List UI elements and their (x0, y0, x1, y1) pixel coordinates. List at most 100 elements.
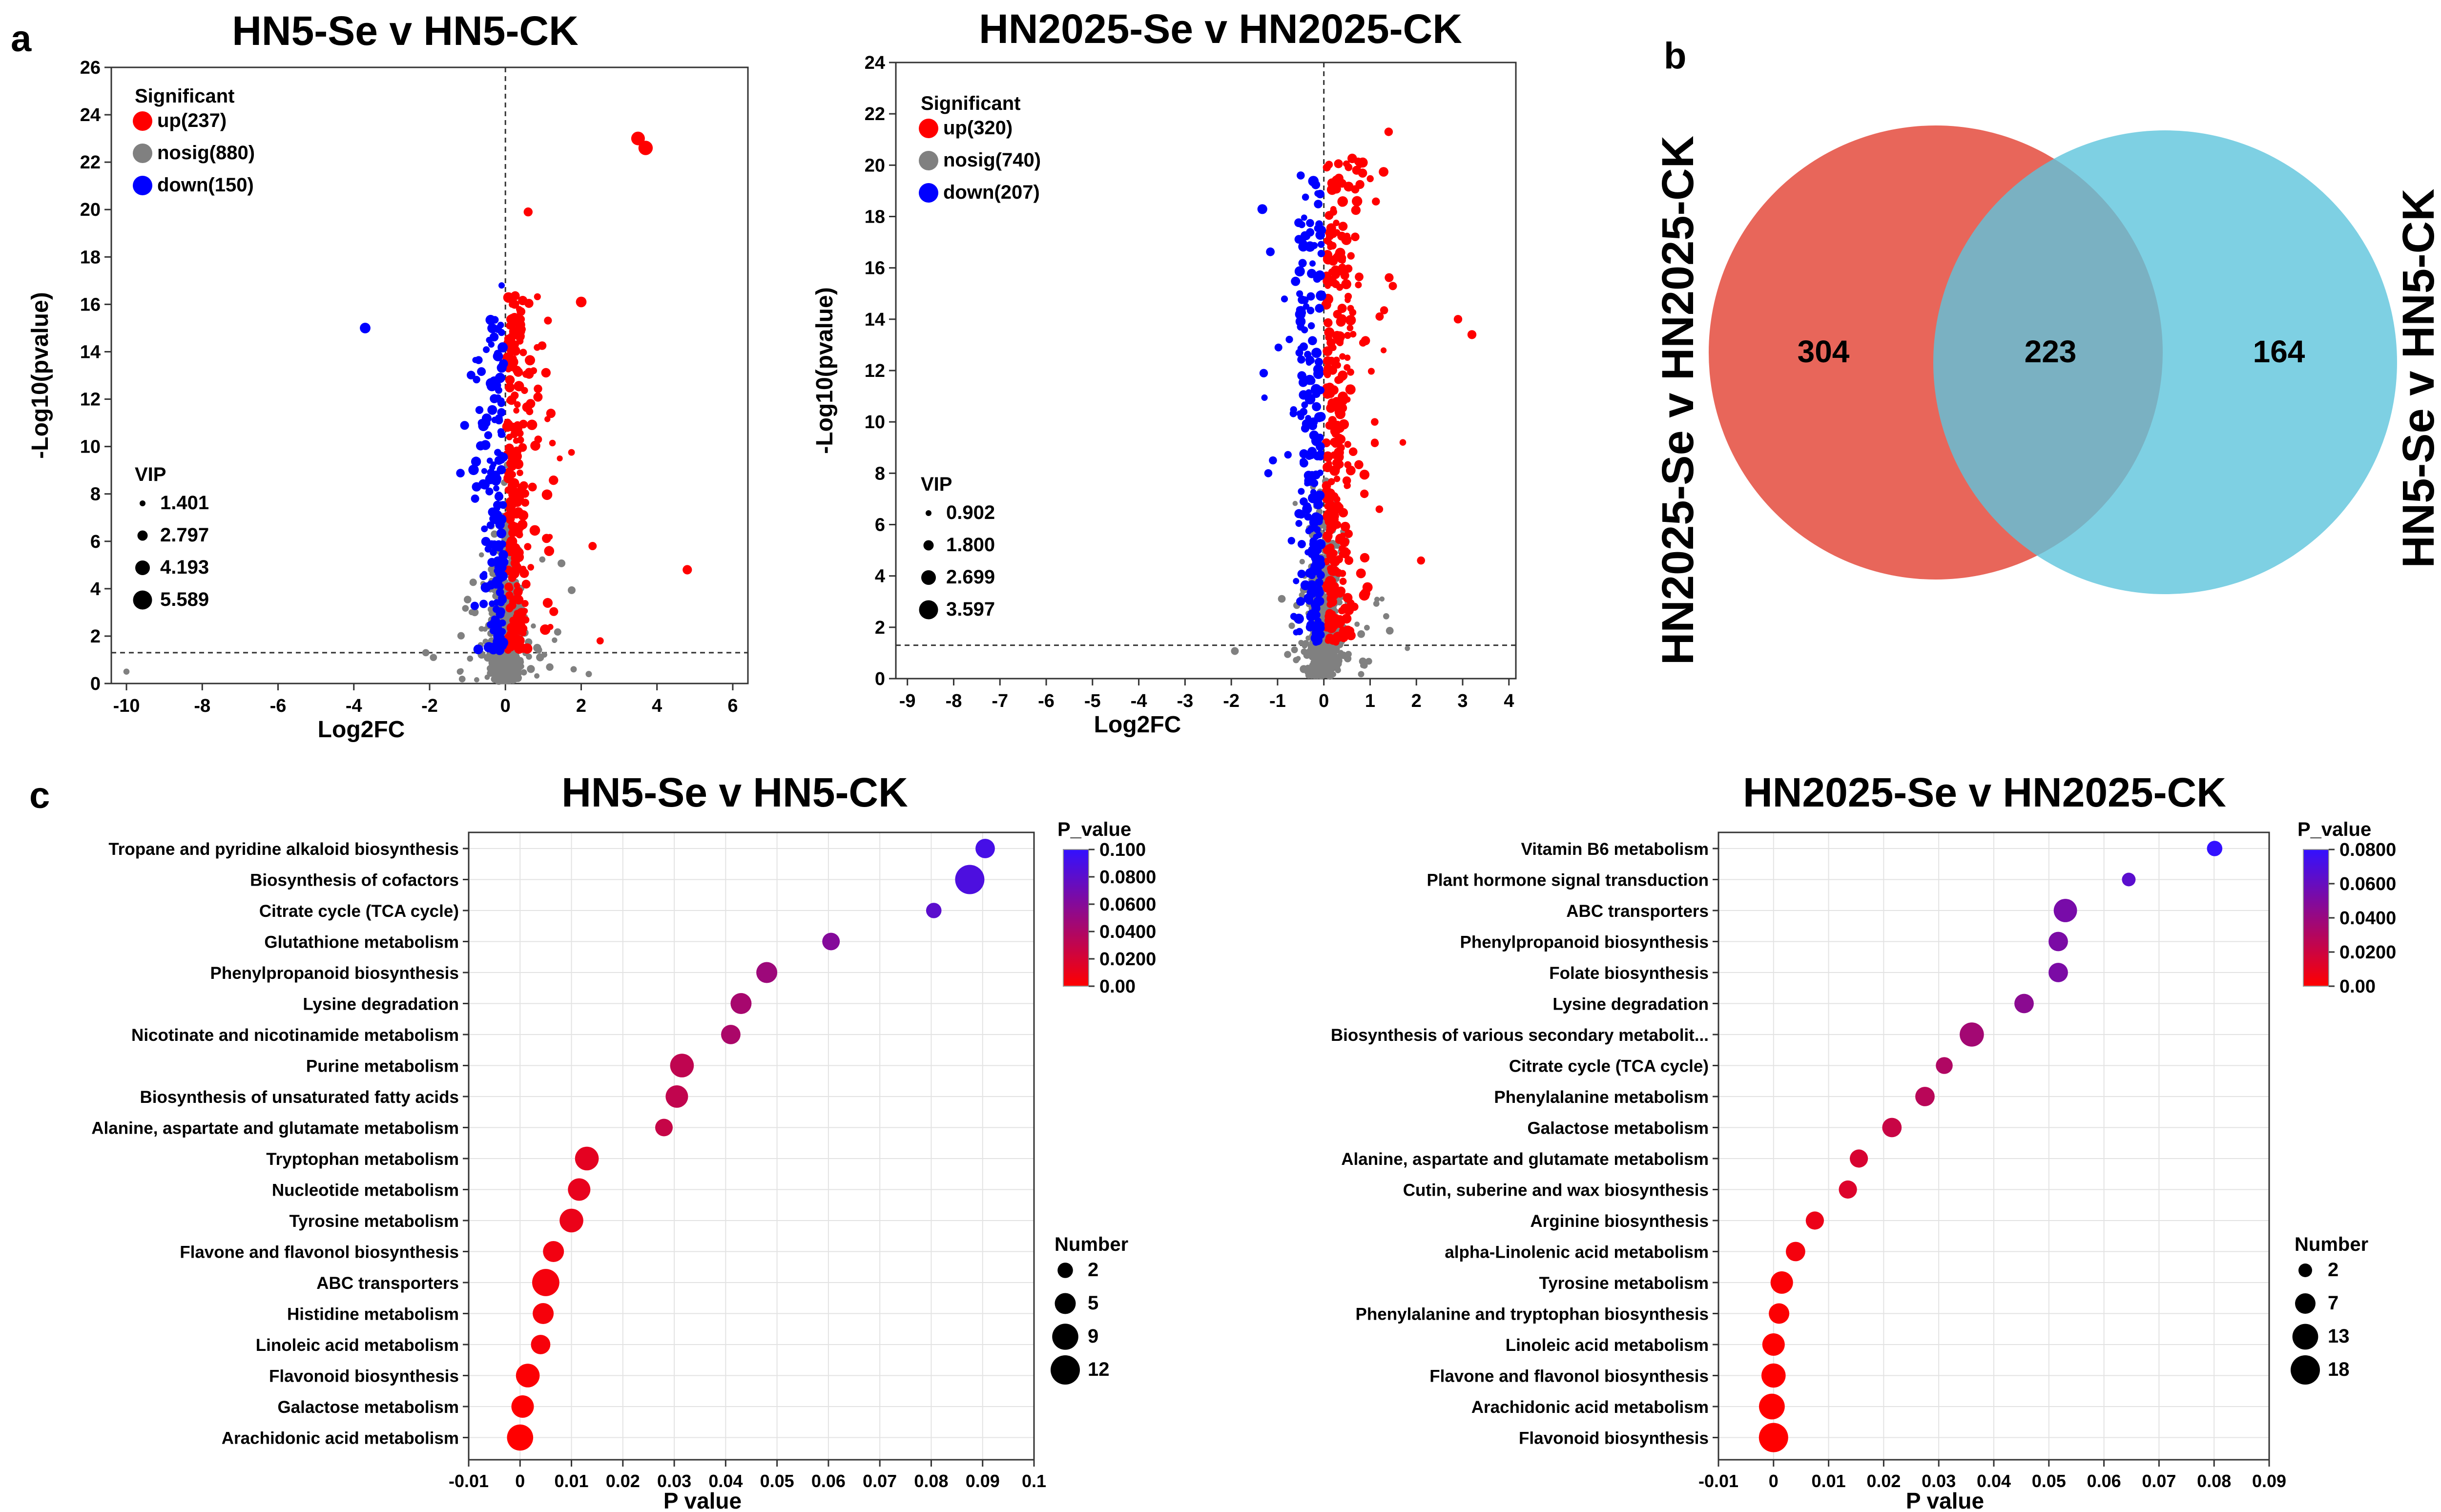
data-point-up (1366, 175, 1374, 183)
data-point-down (484, 431, 493, 439)
pathway-label: Galactose metabolism (277, 1398, 459, 1417)
y-tick-label: 14 (80, 342, 101, 362)
data-point-down (494, 492, 504, 501)
data-point-up (1372, 197, 1380, 206)
pathway-label: Biosynthesis of various secondary metabo… (1331, 1026, 1709, 1045)
pathway-label: Linoleic acid metabolism (256, 1336, 459, 1355)
data-point-nosig (1322, 655, 1328, 661)
data-point-down (467, 371, 476, 380)
legend-marker-up (919, 119, 938, 138)
x-tick-label: 0.02 (1866, 1471, 1901, 1491)
legend-label-down: down(150) (157, 174, 254, 196)
data-point-up (1341, 279, 1351, 290)
y-tick-label: 22 (80, 152, 101, 173)
data-point-nosig (534, 673, 540, 679)
size-legend-marker (2298, 1263, 2312, 1277)
data-point-up (521, 498, 530, 507)
x-axis-label: P value (1906, 1488, 1984, 1512)
pathway-label: Nicotinate and nicotinamide metabolism (131, 1026, 459, 1045)
data-point-down (1300, 458, 1308, 468)
pathway-bubble (1882, 1118, 1902, 1138)
data-point-up (1322, 249, 1333, 260)
pathway-label: Glutathione metabolism (264, 933, 459, 952)
pathway-bubble (2207, 841, 2223, 856)
data-point-up (1339, 578, 1347, 585)
pathway-label: Linoleic acid metabolism (1506, 1336, 1709, 1355)
data-point-down (1307, 550, 1316, 559)
pathway-bubble (2053, 899, 2077, 922)
data-point-down (498, 619, 506, 627)
data-point-up (1360, 588, 1370, 599)
data-point-nosig (1317, 656, 1324, 663)
x-tick-label: 0.09 (2252, 1471, 2286, 1491)
x-tick-label: -0.01 (1698, 1471, 1738, 1491)
data-point-up (519, 349, 527, 356)
data-point-nosig (1291, 646, 1298, 653)
data-point-up (1323, 462, 1333, 473)
data-point-up (518, 296, 528, 306)
colorbar (1063, 849, 1089, 987)
data-point-nosig (558, 559, 566, 567)
y-tick-label: 12 (865, 361, 885, 381)
pathway-label: Arginine biosynthesis (1530, 1212, 1709, 1231)
data-point-down (1316, 571, 1325, 580)
data-point-down (489, 600, 496, 607)
pathway-label: Tryptophan metabolism (266, 1150, 459, 1169)
data-point-up (1334, 159, 1343, 168)
y-tick-label: 18 (80, 247, 101, 268)
data-point-nosig (535, 646, 542, 654)
data-point-down (1300, 497, 1308, 506)
data-point-down (1316, 555, 1325, 563)
data-point-down (493, 351, 503, 362)
data-point-down (456, 469, 465, 477)
data-point-up (1339, 419, 1349, 430)
pathway-bubble (1960, 1022, 1984, 1047)
data-point-up (525, 368, 534, 376)
pathway-label: Citrate cycle (TCA cycle) (259, 902, 459, 921)
data-point-up (511, 488, 522, 498)
y-tick-label: 2 (90, 626, 101, 647)
pathway-bubble (1850, 1149, 1868, 1168)
pathway-label: Flavone and flavonol biosynthesis (1429, 1367, 1709, 1386)
size-legend-label: 18 (2328, 1359, 2350, 1380)
data-point-nosig (1299, 559, 1305, 564)
data-point-up (1323, 346, 1333, 356)
x-axis-label: Log2FC (1094, 712, 1181, 738)
data-point-up (527, 564, 534, 571)
data-point-up (1356, 568, 1366, 579)
x-tick-label: 0.07 (2142, 1471, 2176, 1491)
data-point-down (1315, 578, 1324, 587)
data-point-up (503, 418, 512, 427)
data-point-down (492, 470, 500, 478)
data-point-up (509, 521, 517, 529)
data-point-down (1294, 218, 1303, 228)
data-point-up (557, 455, 563, 462)
data-point-nosig (469, 579, 477, 586)
vip-legend-label: 2.699 (946, 566, 995, 588)
data-point-down (485, 487, 494, 496)
data-point-up (1323, 451, 1333, 462)
data-point-nosig (1298, 640, 1304, 646)
vip-legend-title: VIP (921, 474, 952, 495)
data-point-up (1341, 234, 1352, 245)
data-point-down (494, 325, 502, 333)
data-point-down (1318, 621, 1325, 628)
data-point-down (1301, 296, 1309, 305)
legend-label-up: up(237) (157, 110, 227, 131)
data-point-up (534, 384, 542, 394)
data-point-up (534, 293, 541, 300)
data-point-down (1305, 527, 1312, 535)
vip-legend-marker (919, 600, 938, 620)
data-point-up (1331, 614, 1341, 623)
data-point-up (1326, 523, 1334, 531)
data-point-down (498, 641, 507, 650)
data-point-up (549, 439, 556, 447)
pathway-bubble (531, 1335, 551, 1354)
venn-count-intersection: 223 (2025, 334, 2077, 369)
data-point-up (1360, 489, 1369, 498)
data-point-down (1301, 401, 1308, 409)
data-point-down (1294, 613, 1304, 624)
data-point-up (1344, 331, 1351, 339)
data-point-down (1306, 292, 1315, 301)
data-point-down (1301, 214, 1307, 221)
